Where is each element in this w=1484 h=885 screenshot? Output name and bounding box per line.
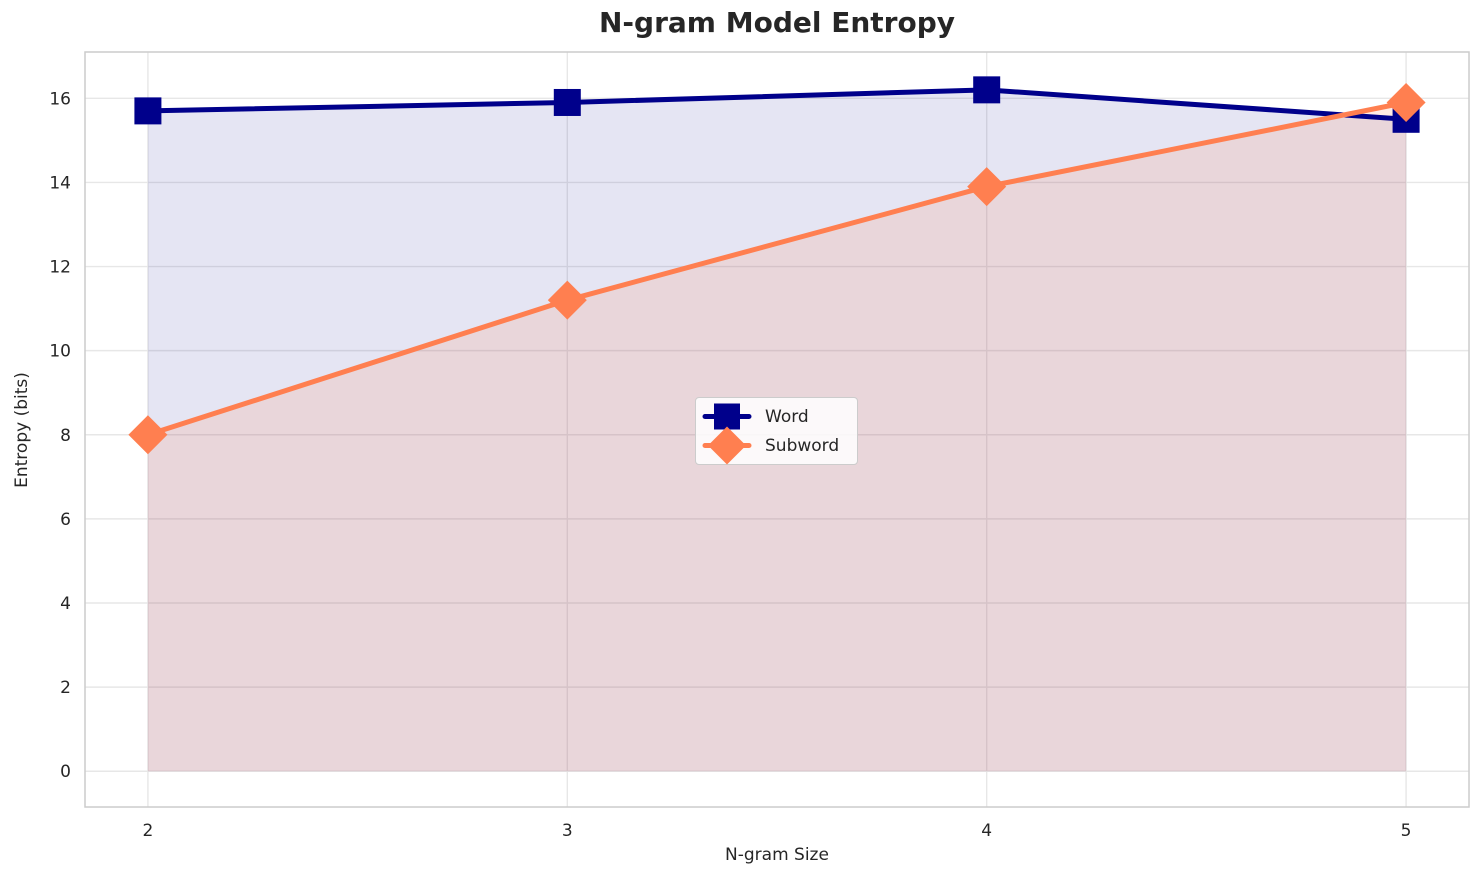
legend: Word Subword xyxy=(695,397,858,465)
y-tick-label: 4 xyxy=(60,594,71,614)
y-tick-label: 16 xyxy=(49,89,71,109)
data-point-marker xyxy=(1386,82,1426,122)
data-point-marker xyxy=(128,415,168,455)
data-point-marker xyxy=(967,167,1007,207)
x-tick-label: 5 xyxy=(1401,821,1412,841)
data-point-marker xyxy=(547,280,587,320)
y-tick-label: 10 xyxy=(49,342,71,362)
axes-border xyxy=(84,51,1470,808)
x-tick-label: 4 xyxy=(981,821,992,841)
y-axis-label: Entropy (bits) xyxy=(12,372,32,488)
legend-item-word: Word xyxy=(702,402,847,431)
y-tick-label: 2 xyxy=(60,678,71,698)
subword-diamond-marker-icon xyxy=(702,426,752,465)
y-tick-label: 8 xyxy=(60,426,71,446)
y-tick-label: 6 xyxy=(60,510,71,530)
y-tick-label: 14 xyxy=(49,173,71,193)
series-line-word xyxy=(145,87,1409,122)
data-point-marker xyxy=(973,76,1001,104)
x-tick-label: 2 xyxy=(142,821,153,841)
series-line-subword xyxy=(145,99,1409,438)
data-point-marker xyxy=(553,88,581,116)
y-tick-label: 12 xyxy=(49,258,71,278)
x-tick-label: 3 xyxy=(562,821,573,841)
word-square-marker-icon xyxy=(702,403,752,430)
x-axis-label: N-gram Size xyxy=(725,845,829,865)
legend-item-subword: Subword xyxy=(702,426,847,465)
y-tick-label: 0 xyxy=(60,762,71,782)
legend-label-subword: Subword xyxy=(765,435,840,456)
legend-label-word: Word xyxy=(765,406,809,427)
data-point-marker xyxy=(134,97,162,125)
chart-title: N-gram Model Entropy xyxy=(599,6,955,39)
